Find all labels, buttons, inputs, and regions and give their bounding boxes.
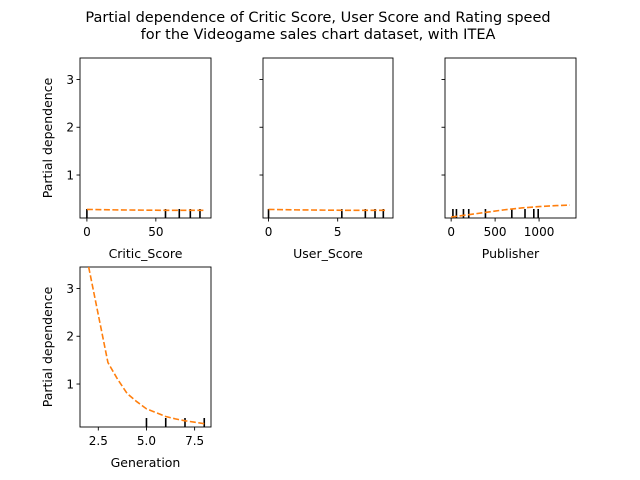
y-tick-label: 3 [66,73,74,87]
plot-area [444,57,577,219]
x-tick-label: 50 [148,225,163,239]
partial-dependence-line [87,266,205,425]
x-tick-label: 0 [83,225,91,239]
x-axis-label: User_Score [293,246,363,261]
plot-area [79,57,212,219]
plot-area [262,57,394,219]
partial-dependence-line [451,204,570,218]
subplot-3: 0 500 1000 Publisher [441,57,577,261]
y-tick-label: 2 [66,121,74,135]
subplot-2: 0 5 User_Score [259,57,394,261]
x-tick-label: 0 [265,225,273,239]
subplot-1: 1 2 3 0 50 Critic_Score Partial dependence [40,57,212,261]
figure-title-line-2: for the Videogame sales chart dataset, w… [141,27,496,43]
x-tick-label: 7.5 [185,434,204,448]
y-tick-label: 2 [66,330,74,344]
plot-area [79,266,212,428]
y-tick-label: 1 [66,377,74,391]
subplot-4: 1 2 3 2.5 5.0 7.5 Generation Partial dependence [40,266,212,470]
y-tick-label: 3 [66,282,74,296]
x-axis-label: Critic_Score [109,246,183,261]
partial-dependence-line [86,208,205,212]
x-tick-label: 0 [447,225,455,239]
x-tick-label: 5 [334,225,342,239]
x-axis-label: Generation [111,455,181,470]
x-tick-label: 500 [484,225,507,239]
x-axis-label: Publisher [482,246,540,261]
partial-dependence-line [268,208,387,212]
y-axis-label: Partial dependence [40,77,55,198]
subplot-grid: 1 2 3 0 50 Critic_Score Partial dependence 0 5 Us… [40,57,577,470]
x-tick-label: 2.5 [89,434,108,448]
y-tick-label: 1 [66,168,74,182]
x-tick-label: 5.0 [137,434,156,448]
x-tick-label: 1000 [524,225,555,239]
y-axis-label: Partial dependence [40,286,55,407]
figure-title-line-1: Partial dependence of Critic Score, User… [85,10,550,26]
